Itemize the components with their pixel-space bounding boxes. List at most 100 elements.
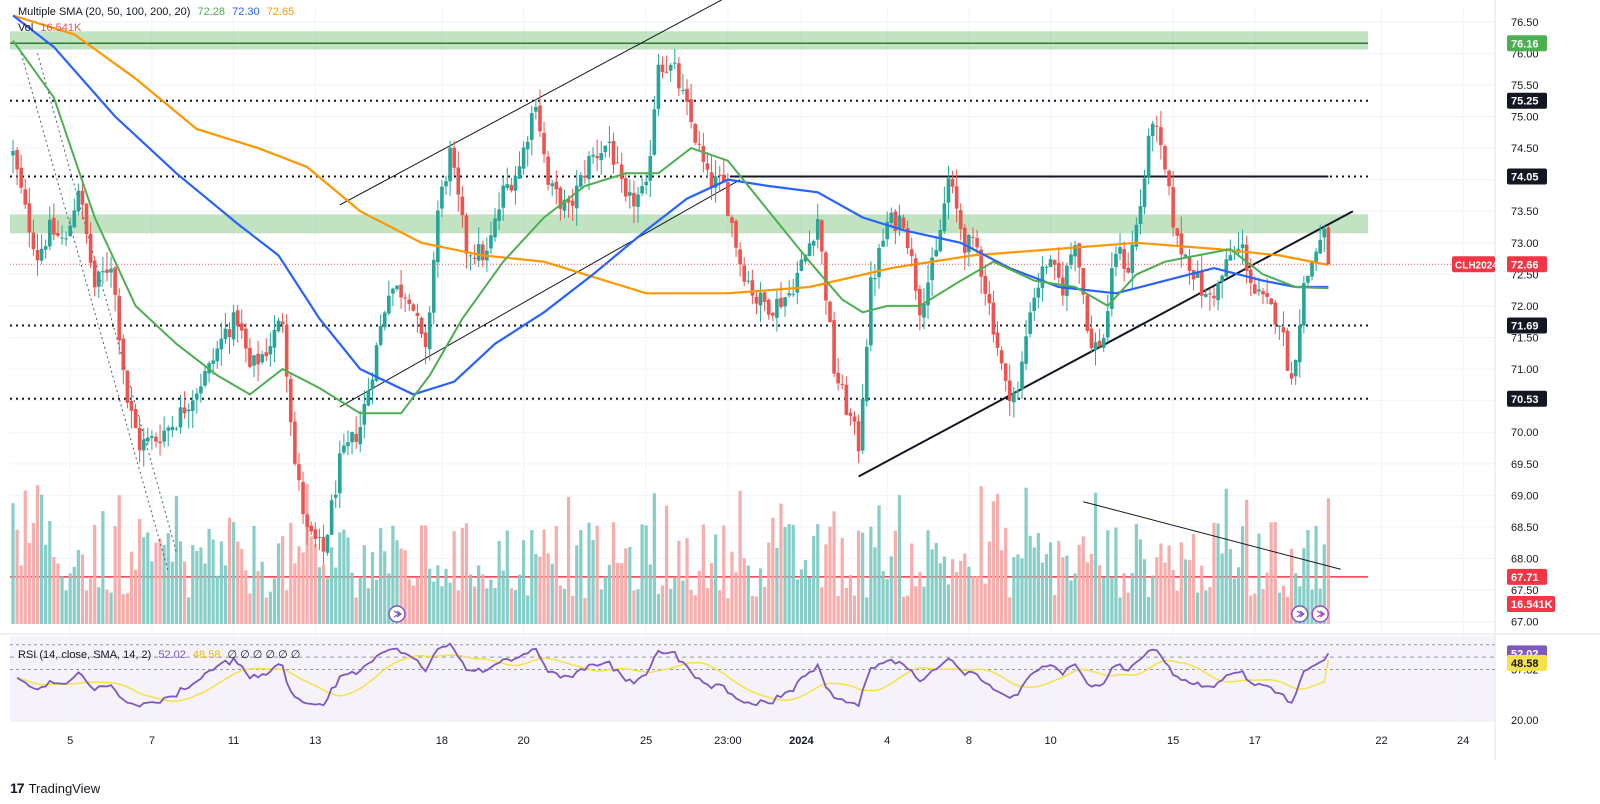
volume-bar — [293, 563, 297, 624]
candle-body — [689, 99, 693, 122]
candle-body — [1012, 392, 1016, 403]
candle-body — [248, 347, 252, 367]
volume-bar — [256, 571, 260, 624]
candle-body — [252, 355, 256, 366]
volume-bar — [481, 574, 485, 624]
volume-bar — [869, 526, 873, 624]
sma-legend[interactable]: Multiple SMA (20, 50, 100, 200, 20) 72.2… — [18, 6, 298, 18]
candle-body — [325, 534, 330, 553]
volume-legend[interactable]: Vol 16.541K — [18, 22, 85, 34]
candle-body — [1326, 227, 1331, 265]
candle-body — [963, 227, 967, 253]
candle-body — [468, 255, 473, 257]
volume-bar — [861, 532, 865, 624]
candle-body — [186, 409, 191, 412]
volume-bar — [489, 579, 493, 624]
event-marker-icon[interactable] — [1291, 605, 1309, 623]
candle-body — [223, 328, 228, 340]
candle-body — [452, 147, 456, 168]
candle-body — [1322, 228, 1327, 238]
candle-body — [101, 271, 105, 273]
volume-bar — [215, 575, 219, 624]
volume-bar — [779, 503, 783, 624]
sma-legend-value-3: 72.65 — [266, 6, 295, 18]
volume-bar — [648, 564, 652, 624]
volume-bar — [1277, 592, 1281, 624]
volume-bar — [542, 529, 546, 624]
candle-body — [1003, 363, 1008, 381]
candle-body — [1056, 263, 1061, 278]
candle-body — [211, 360, 215, 364]
volume-bar — [1179, 542, 1183, 624]
volume-bar — [1253, 593, 1257, 624]
volume-bar — [693, 595, 697, 624]
volume-bar — [546, 553, 550, 624]
volume-bar — [1098, 565, 1102, 624]
volume-bar — [11, 503, 15, 624]
volume-bar — [281, 536, 285, 624]
candle-body — [52, 217, 56, 235]
volume-bar — [975, 576, 979, 624]
candle-body — [901, 217, 906, 229]
volume-bar — [1228, 549, 1232, 624]
volume-bar — [607, 564, 612, 624]
candle-body — [1171, 187, 1175, 228]
volume-bar — [995, 493, 1000, 624]
volume-bar — [1261, 588, 1265, 624]
candle-body — [497, 209, 501, 221]
volume-bar — [154, 542, 158, 624]
rsi-legend[interactable]: RSI (14, close, SMA, 14, 2) 52.02 48.58 … — [18, 648, 304, 661]
volume-bar — [407, 578, 411, 624]
candle-body — [456, 167, 461, 195]
volume-bar — [297, 546, 301, 624]
volume-bar — [76, 550, 80, 624]
volume-bar — [1126, 592, 1130, 624]
candle-body — [395, 285, 399, 290]
volume-bar — [72, 566, 76, 624]
candle-body — [652, 109, 657, 155]
volume-bar — [828, 526, 832, 624]
volume-bar — [1232, 578, 1237, 624]
volume-bar — [1069, 580, 1073, 624]
candle-body — [382, 312, 387, 328]
time-tick-label: 13 — [309, 735, 321, 747]
candle-body — [199, 386, 203, 394]
volume-bar — [497, 541, 501, 624]
candle-body — [338, 453, 342, 494]
candle-body — [92, 260, 97, 288]
volume-bar — [530, 529, 534, 624]
candle-body — [1199, 271, 1204, 296]
volume-bar — [1204, 590, 1208, 624]
volume-bar — [840, 538, 844, 624]
volume-bar — [203, 563, 207, 624]
candle-body — [1228, 255, 1233, 261]
candle-body — [950, 179, 955, 187]
candle-body — [1044, 267, 1049, 269]
candle-body — [766, 299, 771, 315]
volume-bar — [930, 549, 934, 624]
tradingview-brand[interactable]: 17 TradingView — [10, 780, 100, 796]
candle-body — [1302, 283, 1306, 326]
volume-bar — [1048, 542, 1053, 624]
level-label-black-bg — [1507, 168, 1547, 185]
time-tick-label: 5 — [67, 735, 73, 747]
candle-body — [758, 292, 763, 306]
event-marker-icon[interactable] — [1311, 605, 1329, 623]
volume-bar — [272, 578, 277, 624]
candle-body — [1187, 256, 1192, 272]
price-axis: 76.5076.0075.5075.0074.5074.0073.5073.00… — [1452, 17, 1555, 727]
candle-body — [141, 439, 146, 451]
level-label-green: 76.16 — [1511, 38, 1539, 50]
volume-bar — [522, 540, 526, 624]
candle-body — [971, 236, 975, 238]
candle-body — [623, 178, 628, 197]
price-tick-label: 75.00 — [1511, 112, 1539, 124]
volume-bar — [440, 586, 444, 624]
volume-bar — [227, 517, 232, 624]
event-marker-icon[interactable] — [388, 605, 406, 623]
candle-body — [1048, 259, 1053, 268]
candle-body — [697, 143, 702, 145]
candle-body — [133, 408, 138, 429]
candle-body — [1024, 336, 1028, 364]
